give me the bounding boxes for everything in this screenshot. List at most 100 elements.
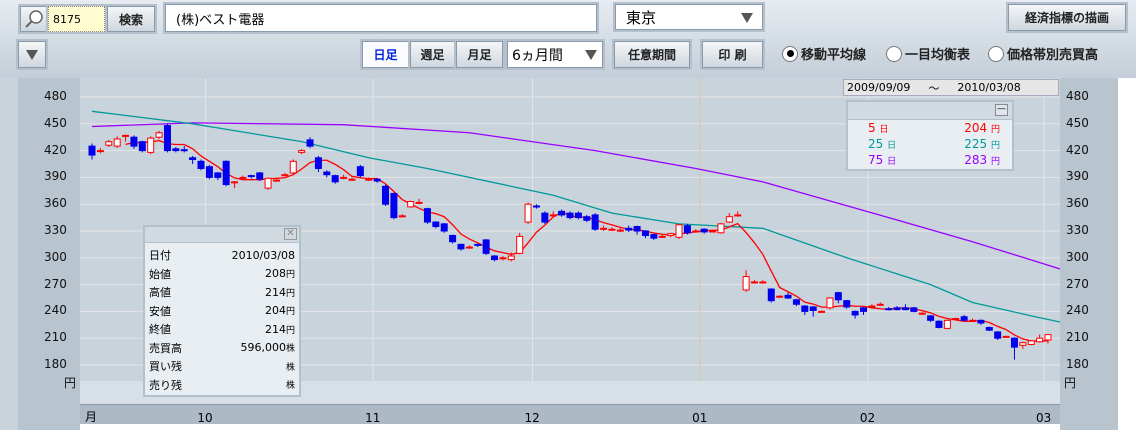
- info-unit: 株: [285, 362, 295, 373]
- candle-down: [893, 307, 901, 311]
- radio-volume-profile[interactable]: 価格帯別売買高: [988, 44, 1098, 63]
- candle-down: [172, 148, 180, 152]
- ma-value: 283: [964, 153, 988, 167]
- company-name-field[interactable]: (株)ベスト電器: [165, 4, 597, 32]
- y-tick-left: 420: [44, 142, 67, 157]
- candle-down: [491, 255, 499, 261]
- y-tick-left: 210: [44, 330, 67, 345]
- tab-daily[interactable]: 日足: [362, 41, 409, 68]
- info-value: 204: [264, 304, 286, 318]
- candle-down: [985, 326, 993, 331]
- info-row: 売り残 株: [145, 376, 299, 395]
- menu-dropdown-button[interactable]: [18, 41, 46, 68]
- radio-moving-average[interactable]: 移動平均線: [782, 44, 866, 63]
- candle-up: [734, 214, 742, 217]
- market-select[interactable]: 東京: [615, 4, 763, 30]
- candle-up: [465, 246, 473, 249]
- candle-down: [843, 300, 851, 308]
- tab-monthly[interactable]: 月足: [456, 41, 503, 68]
- info-row: 買い残 株: [145, 357, 299, 376]
- candle-down: [633, 226, 641, 232]
- candle-up: [122, 134, 130, 137]
- stock-code-input[interactable]: 8175: [48, 6, 105, 32]
- candle-down: [180, 149, 188, 152]
- candle-down: [583, 216, 591, 221]
- candle-down: [532, 205, 540, 208]
- candle-up: [600, 227, 608, 230]
- y-tick-left: 390: [44, 169, 67, 184]
- candle-up: [96, 150, 104, 153]
- radio-ichimoku[interactable]: 一目均衡表: [886, 44, 970, 63]
- y-tick-right: 420: [1066, 142, 1089, 157]
- info-label: 売買高: [149, 341, 182, 355]
- candle-up: [407, 201, 415, 208]
- info-label: 日付: [149, 249, 171, 263]
- y-unit-right: 円: [1064, 376, 1077, 390]
- radio-label: 一目均衡表: [905, 48, 971, 63]
- date-to: 2010/03/08: [957, 81, 1021, 94]
- month-label: 10: [197, 411, 213, 425]
- candle-down: [935, 320, 943, 328]
- tab-weekly[interactable]: 週足: [410, 41, 455, 68]
- candle-down: [927, 315, 935, 321]
- x-axis-band: [80, 404, 1060, 424]
- candle-down: [314, 157, 322, 169]
- candle-down: [625, 227, 633, 231]
- candle-up: [667, 233, 675, 236]
- y-tick-left: 300: [44, 249, 67, 264]
- search-button[interactable]: 検索: [107, 6, 155, 32]
- candle-down: [977, 319, 985, 324]
- close-icon[interactable]: ✕: [284, 228, 297, 240]
- candle-down: [256, 172, 264, 180]
- month-label: 02: [859, 411, 876, 425]
- candle-down: [650, 234, 658, 239]
- y-tick-right: 300: [1066, 249, 1089, 264]
- candle-down: [222, 160, 230, 186]
- chevron-down-icon: [741, 13, 753, 23]
- candle-up: [398, 215, 406, 218]
- price-info-panel: ✕ 日付 2010/03/08 始値 208円 高値 214円 安値 204円 終値 214円 売買…: [143, 225, 301, 397]
- search-icon-button[interactable]: [20, 6, 48, 32]
- ma75-line: [91, 122, 1060, 270]
- magnifier-icon: [25, 10, 43, 28]
- candle-down: [356, 166, 364, 177]
- candle-up: [658, 235, 666, 238]
- candle-up: [608, 228, 616, 231]
- candle-down: [700, 228, 708, 233]
- candle-up: [264, 177, 272, 189]
- ma-legend-row: 25 日 225 円: [848, 137, 1012, 153]
- y-tick-left: 360: [44, 196, 67, 211]
- info-row: 始値 208円: [145, 265, 299, 284]
- ma25-line: [91, 110, 1060, 323]
- period-value: 6ヵ月間: [512, 47, 563, 64]
- candle-up: [281, 174, 289, 177]
- ma-unit: 日: [887, 141, 897, 151]
- candle-up: [943, 319, 951, 329]
- ma-unit: 日: [879, 125, 889, 135]
- candle-up: [524, 203, 532, 223]
- candle-down: [767, 288, 775, 302]
- custom-period-button[interactable]: 任意期間: [614, 41, 690, 68]
- date-from: 2009/09/09: [847, 81, 911, 94]
- x-unit: 月: [85, 410, 98, 424]
- ma-value: 225: [964, 137, 988, 151]
- candle-up: [692, 230, 700, 233]
- radio-label: 移動平均線: [801, 48, 867, 63]
- candle-up: [675, 224, 683, 238]
- candle-up: [105, 141, 113, 146]
- date-range: 2009/09/09 ～ 2010/03/08: [843, 79, 1059, 96]
- info-label: 高値: [149, 286, 171, 300]
- period-select[interactable]: 6ヵ月間: [507, 41, 603, 68]
- radio-unchecked-icon: [886, 45, 902, 62]
- y-tick-left: 330: [44, 223, 67, 237]
- candle-up: [1044, 334, 1052, 341]
- candle-up: [969, 319, 977, 322]
- candle-down: [331, 175, 339, 183]
- candle-down: [809, 306, 817, 312]
- print-button[interactable]: 印 刷: [702, 41, 763, 68]
- candle-down: [994, 331, 1002, 339]
- minimize-icon[interactable]: —: [995, 104, 1008, 116]
- candle-down: [440, 223, 448, 232]
- candle-up: [147, 137, 155, 153]
- econ-indicator-button[interactable]: 経済指標の描画: [1008, 4, 1126, 31]
